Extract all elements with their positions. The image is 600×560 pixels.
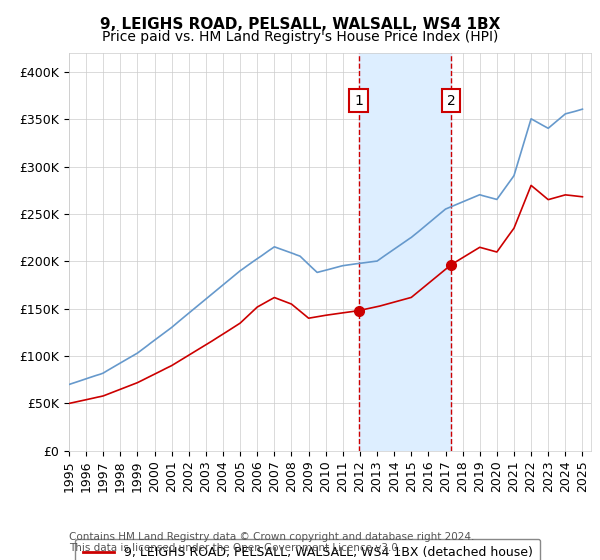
Text: 1: 1 [354,94,363,108]
Text: 9, LEIGHS ROAD, PELSALL, WALSALL, WS4 1BX: 9, LEIGHS ROAD, PELSALL, WALSALL, WS4 1B… [100,17,500,32]
Text: Price paid vs. HM Land Registry's House Price Index (HPI): Price paid vs. HM Land Registry's House … [102,30,498,44]
Text: Contains HM Land Registry data © Crown copyright and database right 2024.
This d: Contains HM Land Registry data © Crown c… [69,531,475,553]
Legend: 9, LEIGHS ROAD, PELSALL, WALSALL, WS4 1BX (detached house), HPI: Average price, : 9, LEIGHS ROAD, PELSALL, WALSALL, WS4 1B… [75,539,541,560]
Text: 2: 2 [446,94,455,108]
Bar [359,53,451,451]
